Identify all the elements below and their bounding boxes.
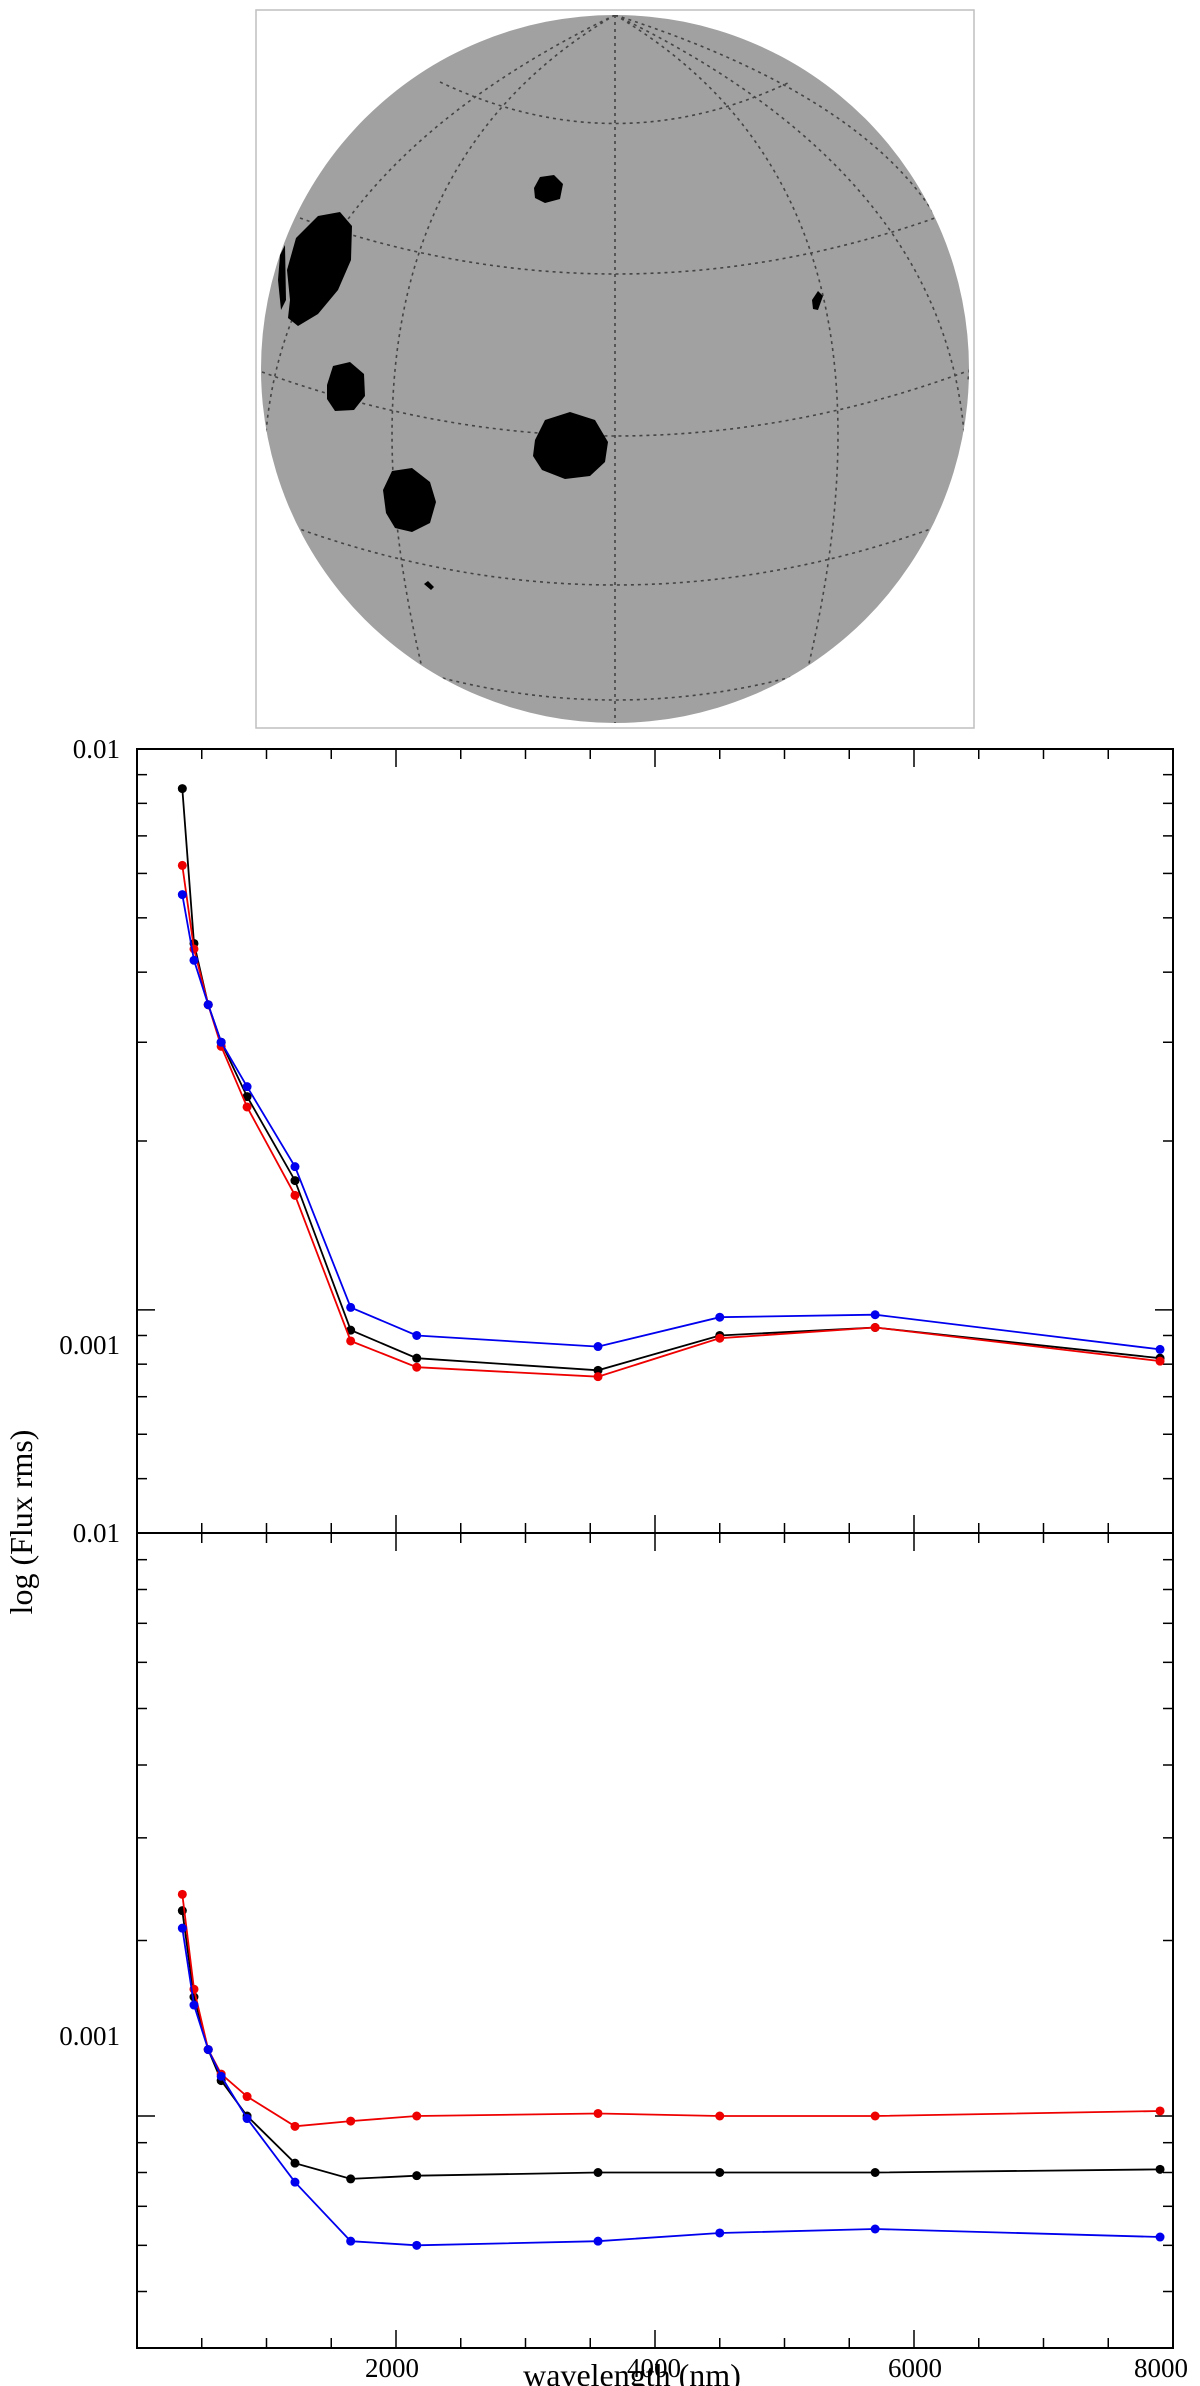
bottom-series-2-point [177, 1923, 187, 1933]
bottom-series-2-point [412, 2240, 422, 2250]
star-spot-image [255, 9, 975, 729]
top-series-2-point [593, 1342, 603, 1352]
top-series-1-point [870, 1323, 880, 1333]
bottom-series-0-point [1155, 2164, 1165, 2174]
spot-small-top [534, 175, 563, 203]
top-series-2-point [870, 1310, 880, 1320]
top-series-2-point [203, 1000, 213, 1010]
top-series-2-point [346, 1302, 356, 1312]
bottom-series-2-point [290, 2177, 300, 2187]
bottom-series-2-point [242, 2114, 252, 2124]
top-series-1-point [290, 1190, 300, 1200]
top-series-0-point [346, 1325, 356, 1335]
top-series-0-point [412, 1353, 422, 1363]
bottom-series-0-point [870, 2167, 880, 2177]
bottom-series-line-0 [181, 1910, 1161, 2180]
bottom-series-2-point [870, 2224, 880, 2234]
top-series-1-point [1155, 1356, 1165, 1366]
top-series-1-point [715, 1333, 725, 1343]
top-series-0-point [593, 1365, 603, 1375]
top-series-0-point [177, 784, 187, 794]
bottom-series-2-point [715, 2228, 725, 2238]
bottom-ytick-label-0.01: 0.01 [73, 1518, 120, 1548]
bottom-series-line-2 [181, 1927, 1161, 2247]
bottom-series-0-point [346, 2174, 356, 2184]
bottom-series-0-point [715, 2167, 725, 2177]
top-series-2-point [290, 1162, 300, 1172]
bottom-series-1-point [290, 2121, 300, 2131]
star-sphere [261, 15, 969, 723]
spot-limb-edge [278, 245, 286, 310]
spot-tiny-bottom [424, 581, 434, 590]
spot-lower-left [383, 468, 436, 532]
bottom-series-1-point [715, 2111, 725, 2121]
xtick-label-8000: 8000 [1134, 2353, 1188, 2383]
top-series-2-point [216, 1037, 226, 1047]
top-series-2-point [1155, 1344, 1165, 1354]
bottom-series-0-point [593, 2167, 603, 2177]
spot-center [533, 412, 608, 479]
bottom-series-1-point [346, 2116, 356, 2126]
top-series-2-point [177, 890, 187, 900]
top-series-2-point [715, 1312, 725, 1322]
top-panel-frame [136, 748, 1174, 1534]
top-series-line-2 [181, 894, 1161, 1351]
spot-tiny-right [812, 291, 823, 310]
bottom-series-1-point [870, 2111, 880, 2121]
top-series-2-point [242, 1082, 252, 1092]
bottom-series-2-point [346, 2236, 356, 2246]
top-series-0-point [290, 1176, 300, 1186]
bottom-panel-frame [136, 1532, 1174, 2349]
bottom-series-0-point [290, 2158, 300, 2168]
top-series-line-1 [181, 865, 1161, 1378]
bottom-series-1-point [177, 1889, 187, 1899]
plot-panels: 0.01 0.001 0.01 0.001 2000 4000 6000 800… [3, 734, 1188, 2386]
y-axis-title: log (Flux rms) [3, 1430, 39, 1615]
top-series-2-point [412, 1330, 422, 1340]
top-series-1-point [242, 1102, 252, 1112]
bottom-series-line-1 [181, 1894, 1161, 2128]
bottom-series-2-point [189, 2000, 199, 2010]
xtick-label-6000: 6000 [888, 2353, 942, 2383]
bottom-series-1-point [593, 2108, 603, 2118]
bottom-series-2-point [1155, 2232, 1165, 2242]
bottom-panel-ticks [137, 1532, 1173, 2349]
xtick-label-4000: 4000 [627, 2353, 681, 2383]
spot-large-limb [287, 212, 352, 326]
bottom-panel-series [177, 1889, 1165, 2250]
top-series-2-point [189, 955, 199, 965]
top-series-1-point [412, 1362, 422, 1372]
bottom-series-1-point [242, 2092, 252, 2102]
bottom-series-0-point [412, 2171, 422, 2181]
top-series-0-point [242, 1092, 252, 1102]
bottom-series-2-point [216, 2071, 226, 2081]
top-series-1-point [177, 860, 187, 870]
top-panel-series [177, 784, 1165, 1382]
bottom-series-2-point [593, 2236, 603, 2246]
spot-mid-left [327, 362, 365, 411]
top-panel-ticks [137, 748, 1173, 1534]
bottom-ytick-label-0.001: 0.001 [59, 2021, 120, 2051]
x-axis-title: wavelength (nm) [523, 2357, 741, 2386]
top-series-1-point [593, 1372, 603, 1382]
top-ytick-label-0.001: 0.001 [59, 1330, 120, 1360]
bottom-series-1-point [412, 2111, 422, 2121]
xtick-label-2000: 2000 [365, 2353, 419, 2383]
bottom-series-1-point [1155, 2106, 1165, 2116]
bottom-series-2-point [203, 2045, 213, 2055]
top-ytick-label-0.01: 0.01 [73, 734, 120, 764]
top-series-1-point [346, 1336, 356, 1346]
star-spots [278, 175, 823, 590]
